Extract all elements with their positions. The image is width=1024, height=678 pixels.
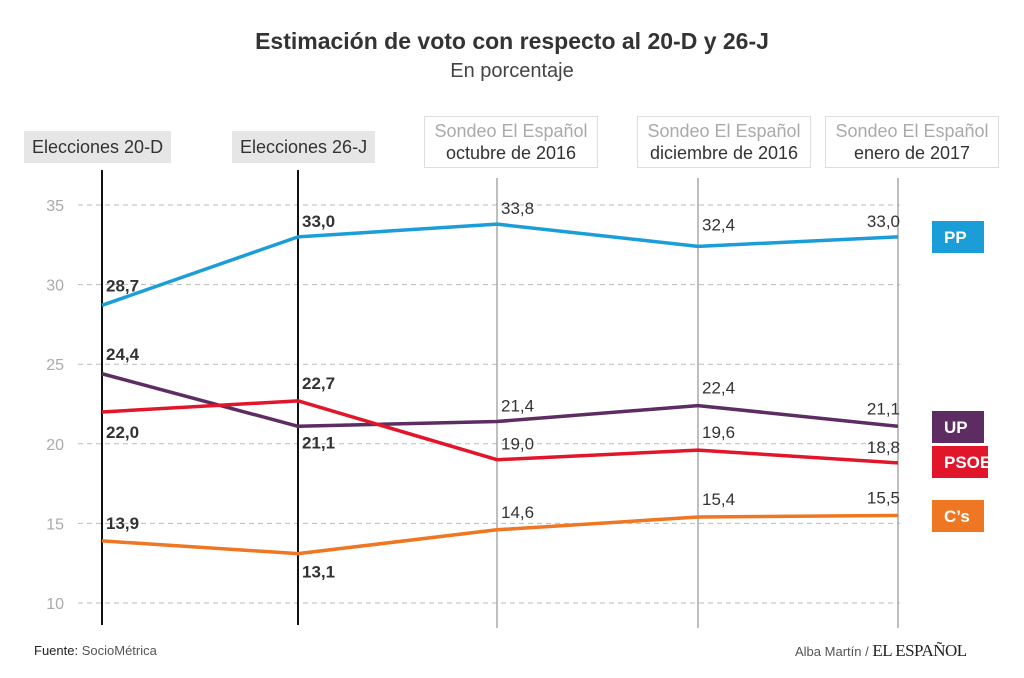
data-label: 21,1 (867, 399, 900, 418)
y-tick-label: 35 (46, 198, 64, 215)
column-header-line2: enero de 2017 (853, 143, 971, 163)
chart-title: Estimación de voto con respecto al 20-D … (255, 28, 769, 54)
series-line-PSOE (101, 399, 899, 465)
column-header-label: Elecciones 20-D (32, 137, 164, 157)
column-header-26j: Elecciones 26-J (232, 131, 376, 163)
data-label: 22,4 (702, 379, 735, 398)
column-header-line2: octubre de 2016 (445, 143, 577, 163)
data-label: 13,9 (106, 514, 139, 533)
column-header-line1: Sondeo El Español (434, 121, 588, 141)
data-label: 28,7 (106, 276, 139, 295)
data-label: 22,0 (106, 423, 139, 442)
column-header-line1: Sondeo El Español (647, 121, 801, 141)
legend-swatch-UP (932, 411, 984, 443)
data-label: 13,1 (302, 563, 335, 582)
source-value: SocioMétrica (81, 643, 157, 658)
author: Alba Martín / (795, 644, 869, 659)
y-tick-label: 25 (46, 357, 64, 374)
legend-label: C’s (944, 507, 970, 526)
series-line-C’s (101, 513, 899, 556)
data-label: 22,7 (302, 374, 335, 393)
data-label: 15,5 (867, 488, 900, 507)
data-label: 33,0 (302, 212, 335, 231)
y-tick-label: 15 (46, 516, 64, 533)
brand-logo: EL ESPAÑOL (872, 641, 967, 660)
y-tick-label: 10 (46, 596, 64, 613)
y-tick-label: 20 (46, 437, 64, 454)
legend-swatch-PP (932, 221, 984, 253)
column-header-line2: diciembre de 2016 (649, 143, 799, 163)
column-header-line1: Sondeo El Español (835, 121, 989, 141)
y-tick-label: 30 (46, 278, 64, 295)
column-header-diciembre: Sondeo El Español diciembre de 2016 (637, 116, 811, 168)
legend-label: PP (944, 228, 967, 247)
credit: Alba Martín / EL ESPAÑOL (795, 641, 967, 661)
data-label: 24,4 (106, 345, 140, 364)
data-label: 21,1 (302, 433, 335, 452)
column-header-label: Elecciones 26-J (240, 137, 368, 157)
data-label: 19,0 (501, 435, 534, 454)
data-label: 33,0 (867, 212, 900, 231)
series-line-PP (101, 222, 899, 307)
column-header-20d: Elecciones 20-D (24, 131, 172, 163)
legend-label: PSOE (944, 453, 991, 472)
source-note: Fuente: SocioMétrica (34, 643, 157, 658)
data-label: 32,4 (702, 215, 735, 234)
source-label: Fuente: (34, 643, 79, 658)
legend-label: UP (944, 418, 968, 437)
legend-swatch-PSOE (932, 446, 988, 478)
legend-swatch-C’s (932, 500, 984, 532)
data-label: 19,6 (702, 423, 735, 442)
data-label: 21,4 (501, 397, 534, 416)
data-label: 15,4 (702, 490, 735, 509)
data-label: 33,8 (501, 199, 534, 218)
data-label: 18,8 (867, 438, 900, 457)
chart-subtitle: En porcentaje (450, 60, 574, 82)
data-label: 14,6 (501, 503, 534, 522)
series-line-UP (101, 372, 899, 429)
column-header-octubre: Sondeo El Español octubre de 2016 (424, 116, 598, 168)
column-header-enero: Sondeo El Español enero de 2017 (825, 116, 999, 168)
